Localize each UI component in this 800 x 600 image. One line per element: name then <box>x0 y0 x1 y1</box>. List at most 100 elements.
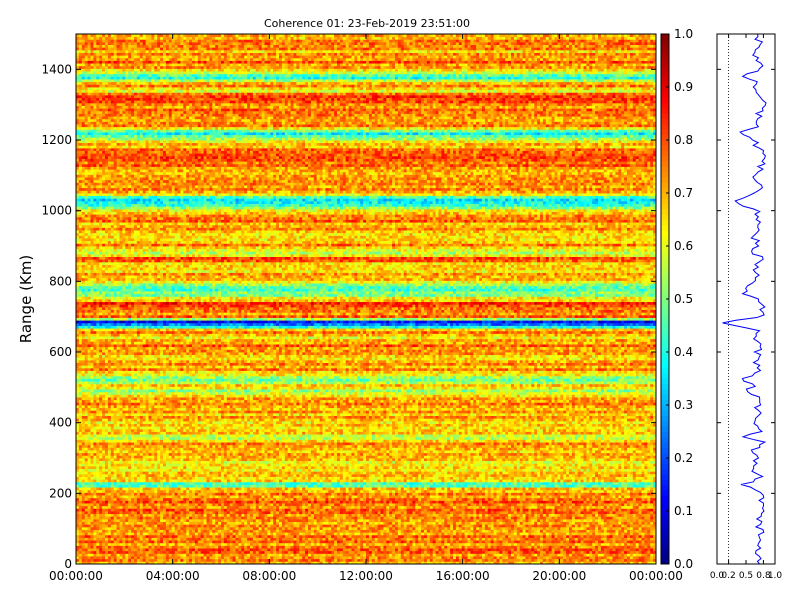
heatmap-cell <box>618 556 621 559</box>
heatmap-cell <box>439 551 442 554</box>
heatmap-cell <box>424 545 427 548</box>
heatmap-cell <box>520 538 523 541</box>
heatmap-cell <box>375 538 378 541</box>
heatmap-cell <box>528 545 531 548</box>
heatmap-cell <box>615 559 618 562</box>
heatmap-cell <box>563 540 566 543</box>
heatmap-cell <box>589 553 592 556</box>
heatmap-cell <box>238 548 241 551</box>
heatmap-cell <box>111 522 114 525</box>
heatmap-cell <box>421 532 424 535</box>
heatmap-cell <box>479 522 482 525</box>
heatmap-cell <box>488 524 491 527</box>
heatmap-cell <box>381 545 384 548</box>
heatmap-cell <box>169 527 172 530</box>
heatmap-cell <box>238 559 241 562</box>
heatmap-cell <box>630 522 633 525</box>
heatmap-cell <box>192 556 195 559</box>
heatmap-cell <box>613 540 616 543</box>
heatmap-cell <box>320 548 323 551</box>
heatmap-cell <box>82 540 85 543</box>
heatmap-cell <box>410 543 413 546</box>
heatmap-cell <box>163 538 166 541</box>
heatmap-cell <box>328 545 331 548</box>
heatmap-cell <box>224 559 227 562</box>
heatmap-cell <box>441 553 444 556</box>
heatmap-cell <box>610 538 613 541</box>
heatmap-cell <box>436 545 439 548</box>
heatmap-cell <box>372 524 375 527</box>
heatmap-cell <box>552 543 555 546</box>
heatmap-cell <box>108 553 111 556</box>
heatmap-cell <box>546 559 549 562</box>
heatmap-cell <box>392 538 395 541</box>
heatmap-cell <box>218 535 221 538</box>
heatmap-cell <box>531 556 534 559</box>
heatmap-cell <box>323 538 326 541</box>
heatmap-cell <box>447 548 450 551</box>
heatmap-cell <box>343 556 346 559</box>
heatmap-cell <box>154 559 157 562</box>
heatmap-cell <box>528 538 531 541</box>
heatmap-cell <box>633 545 636 548</box>
heatmap-cell <box>143 543 146 546</box>
heatmap-cell <box>195 556 198 559</box>
heatmap-cell <box>172 524 175 527</box>
heatmap-cell <box>189 553 192 556</box>
heatmap-cell <box>320 559 323 562</box>
heatmap-cell <box>131 538 134 541</box>
heatmap-cell <box>259 532 262 535</box>
heatmap-cell <box>151 553 154 556</box>
heatmap-cell <box>134 530 137 533</box>
heatmap-cell <box>383 543 386 546</box>
heatmap-cell <box>418 548 421 551</box>
heatmap-cell <box>346 540 349 543</box>
heatmap-cell <box>644 527 647 530</box>
heatmap-cell <box>636 532 639 535</box>
heatmap-cell <box>108 543 111 546</box>
heatmap-cell <box>508 522 511 525</box>
heatmap-cell <box>398 527 401 530</box>
heatmap-cell <box>398 556 401 559</box>
heatmap-cell <box>328 553 331 556</box>
heatmap-cell <box>430 556 433 559</box>
heatmap-cell <box>514 543 517 546</box>
heatmap-cell <box>294 538 297 541</box>
heatmap-cell <box>505 545 508 548</box>
heatmap-cell <box>134 551 137 554</box>
heatmap-cell <box>209 543 212 546</box>
heatmap-cell <box>552 530 555 533</box>
heatmap-cell <box>279 540 282 543</box>
heatmap-cell <box>563 538 566 541</box>
heatmap-cell <box>267 538 270 541</box>
heatmap-cell <box>610 524 613 527</box>
heatmap-cell <box>433 524 436 527</box>
heatmap-cell <box>412 538 415 541</box>
heatmap-cell <box>485 545 488 548</box>
heatmap-cell <box>517 530 520 533</box>
heatmap-cell <box>453 540 456 543</box>
heatmap-cell <box>96 519 99 522</box>
heatmap-cell <box>436 530 439 533</box>
heatmap-cell <box>563 543 566 546</box>
heatmap-cell <box>337 530 340 533</box>
heatmap-cell <box>346 556 349 559</box>
heatmap-cell <box>352 543 355 546</box>
heatmap-cell <box>175 522 178 525</box>
heatmap-cell <box>102 527 105 530</box>
heatmap-cell <box>505 553 508 556</box>
heatmap-cell <box>270 551 273 554</box>
heatmap-cell <box>644 524 647 527</box>
heatmap-cell <box>334 559 337 562</box>
heatmap-cell <box>192 551 195 554</box>
heatmap-cell <box>514 559 517 562</box>
heatmap-cell <box>288 527 291 530</box>
heatmap-cell <box>584 540 587 543</box>
heatmap-cell <box>592 530 595 533</box>
heatmap-cell <box>236 548 239 551</box>
heatmap-cell <box>526 532 529 535</box>
heatmap-cell <box>160 522 163 525</box>
heatmap-cell <box>479 535 482 538</box>
heatmap-cell <box>627 548 630 551</box>
heatmap-cell <box>433 553 436 556</box>
